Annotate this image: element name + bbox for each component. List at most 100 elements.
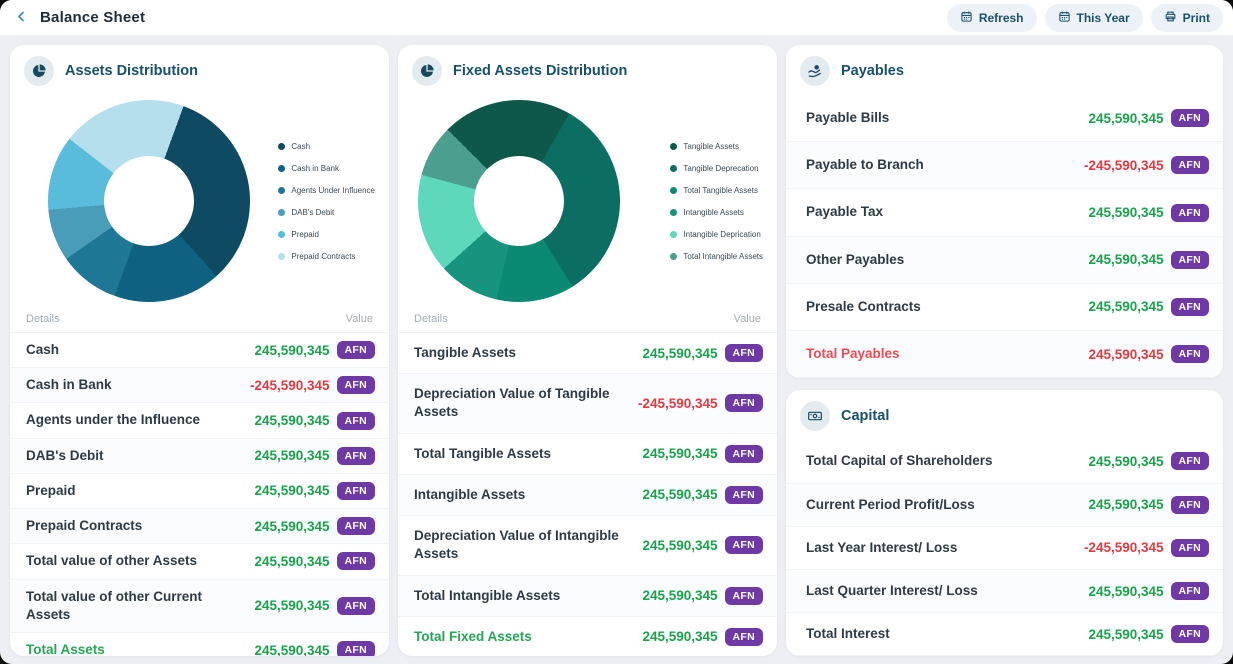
legend-item[interactable]: Prepaid Contracts	[278, 252, 375, 261]
legend-item[interactable]: Tangible Assets	[670, 142, 763, 151]
row-value: 245,590,345 AFN	[1088, 625, 1209, 644]
legend-label: Prepaid	[291, 229, 319, 239]
currency-badge: AFN	[336, 596, 375, 615]
legend-item[interactable]: Total Intangible Assets	[670, 252, 763, 261]
capital-table: Total Capital of Shareholders 245,590,345…	[786, 440, 1223, 657]
back-button[interactable]	[10, 7, 32, 29]
currency-badge: AFN	[724, 627, 763, 646]
table-row: Prepaid Contracts 245,590,345 AFN	[10, 509, 389, 545]
row-value: 245,590,345 AFN	[1088, 452, 1209, 471]
row-label: Agents under the Influence	[26, 412, 201, 428]
legend-item[interactable]: Agents Under Influence	[278, 186, 375, 195]
legend-item[interactable]: Total Tangible Assets	[670, 186, 763, 195]
row-label: Total value of other Assets	[26, 553, 198, 569]
row-label: Last Quarter Interest/ Loss	[806, 582, 978, 598]
amount: -245,590,345	[637, 395, 718, 411]
table-row: Total Payables 245,590,345 AFN	[786, 331, 1223, 379]
amount: 245,590,345	[254, 448, 330, 464]
legend-label: Tangible Deprecation	[683, 163, 759, 173]
capital-card: Capital Total Capital of Shareholders 245…	[786, 390, 1223, 657]
currency-badge: AFN	[336, 411, 375, 430]
legend-label: Prepaid Contracts	[291, 251, 356, 261]
legend-item[interactable]: Prepaid	[278, 230, 375, 239]
refresh-button[interactable]: Refresh	[946, 3, 1037, 32]
row-label: Intangible Assets	[414, 486, 526, 502]
row-value: 245,590,345 AFN	[642, 586, 763, 605]
amount: -245,590,345	[1083, 157, 1164, 173]
currency-badge: AFN	[336, 376, 375, 395]
row-value: 245,590,345 AFN	[642, 627, 763, 646]
legend-item[interactable]: Tangible Deprecation	[670, 164, 763, 173]
row-label: Last Year Interest/ Loss	[806, 539, 958, 555]
currency-badge: AFN	[1170, 297, 1209, 316]
row-value: 245,590,345 AFN	[642, 536, 763, 555]
row-label: Total Fixed Assets	[414, 628, 532, 644]
dashboard-content: Assets Distribution Cash Cash in Bank Agen…	[0, 35, 1233, 664]
value-column-header: Value	[345, 313, 373, 325]
row-label: Depreciation Value of Tangible Assets	[414, 386, 610, 420]
table-row: Intangible Assets 245,590,345 AFN	[398, 474, 777, 517]
legend-dot-icon	[278, 164, 286, 172]
row-value: 245,590,345 AFN	[254, 517, 375, 536]
row-value: 245,590,345 AFN	[254, 641, 375, 657]
print-button[interactable]: Print	[1150, 3, 1223, 32]
row-value: -245,590,345 AFN	[637, 394, 763, 413]
amount: 245,590,345	[1088, 110, 1164, 126]
legend-item[interactable]: Intangible Assets	[670, 208, 763, 217]
legend-item[interactable]: Cash in Bank	[278, 164, 375, 173]
table-row: Tangible Assets 245,590,345 AFN	[398, 333, 777, 375]
topbar-actions: Refresh This Year Print	[946, 3, 1223, 32]
legend-item[interactable]: Intangible Deprication	[670, 230, 763, 239]
card-title: Capital	[841, 408, 890, 425]
legend-item[interactable]: DAB's Debit	[278, 208, 375, 217]
row-label: Cash	[26, 342, 60, 357]
row-label: Prepaid Contracts	[26, 518, 143, 534]
table-row: Last Quarter Interest/ Loss 245,590,345 AF…	[786, 569, 1223, 614]
row-value: 245,590,345 AFN	[1088, 345, 1209, 364]
details-column-header: Details	[414, 313, 448, 325]
row-label: DAB's Debit	[26, 447, 104, 463]
row-label: Total Capital of Shareholders	[806, 453, 993, 469]
assets-distribution-card: Assets Distribution Cash Cash in Bank Agen…	[10, 45, 389, 657]
table-row: Depreciation Value of Tangible Assets -24…	[398, 374, 777, 434]
legend-label: Total Intangible Assets	[683, 251, 763, 261]
currency-badge: AFN	[1170, 250, 1209, 269]
assets-donut-chart[interactable]	[48, 100, 250, 302]
table-header: Details Value	[10, 307, 389, 333]
row-value: 245,590,345 AFN	[254, 411, 375, 430]
amount: 245,590,345	[1088, 299, 1164, 315]
table-row: Payable Bills 245,590,345 AFN	[786, 95, 1223, 143]
payables-table: Payable Bills 245,590,345 AFN Payable to Br…	[786, 95, 1223, 379]
legend-item[interactable]: Cash	[278, 142, 375, 151]
details-column-header: Details	[26, 313, 60, 325]
legend-label: Tangible Assets	[683, 141, 739, 151]
currency-badge: AFN	[336, 517, 375, 536]
fixed-assets-donut-chart[interactable]	[418, 100, 620, 302]
this-year-button[interactable]: This Year	[1044, 3, 1143, 32]
currency-badge: AFN	[724, 344, 763, 363]
amount: -245,590,345	[249, 377, 330, 393]
table-row: Agents under the Influence 245,590,345 AFN	[10, 403, 389, 439]
card-header: Assets Distribution	[10, 45, 389, 95]
fixed-assets-chart-legend: Tangible Assets Tangible Deprecation Total…	[670, 142, 765, 261]
row-label: Payable to Branch	[806, 157, 924, 173]
row-value: 245,590,345 AFN	[1088, 582, 1209, 601]
currency-badge: AFN	[1170, 495, 1209, 514]
legend-label: Total Tangible Assets	[683, 185, 758, 195]
currency-badge: AFN	[336, 341, 375, 360]
amount: 245,590,345	[1088, 497, 1164, 513]
table-row: Total Intangible Assets 245,590,345 AFN	[398, 575, 777, 617]
amount: 245,590,345	[642, 537, 718, 553]
legend-dot-icon	[278, 142, 286, 150]
row-label: Depreciation Value of Intangible Assets	[414, 528, 619, 562]
amount: 245,590,345	[254, 553, 330, 569]
row-value: 245,590,345 AFN	[254, 481, 375, 500]
row-value: -245,590,345 AFN	[1084, 538, 1209, 557]
amount: 245,590,345	[1088, 205, 1164, 221]
row-label: Total Tangible Assets	[414, 445, 552, 461]
currency-badge: AFN	[1170, 538, 1209, 557]
amount: 245,590,345	[642, 487, 718, 503]
payables-card: Payables Payable Bills 245,590,345 AFN Paya…	[786, 45, 1223, 379]
currency-badge: AFN	[1170, 345, 1209, 364]
table-row: Other Payables 245,590,345 AFN	[786, 236, 1223, 284]
